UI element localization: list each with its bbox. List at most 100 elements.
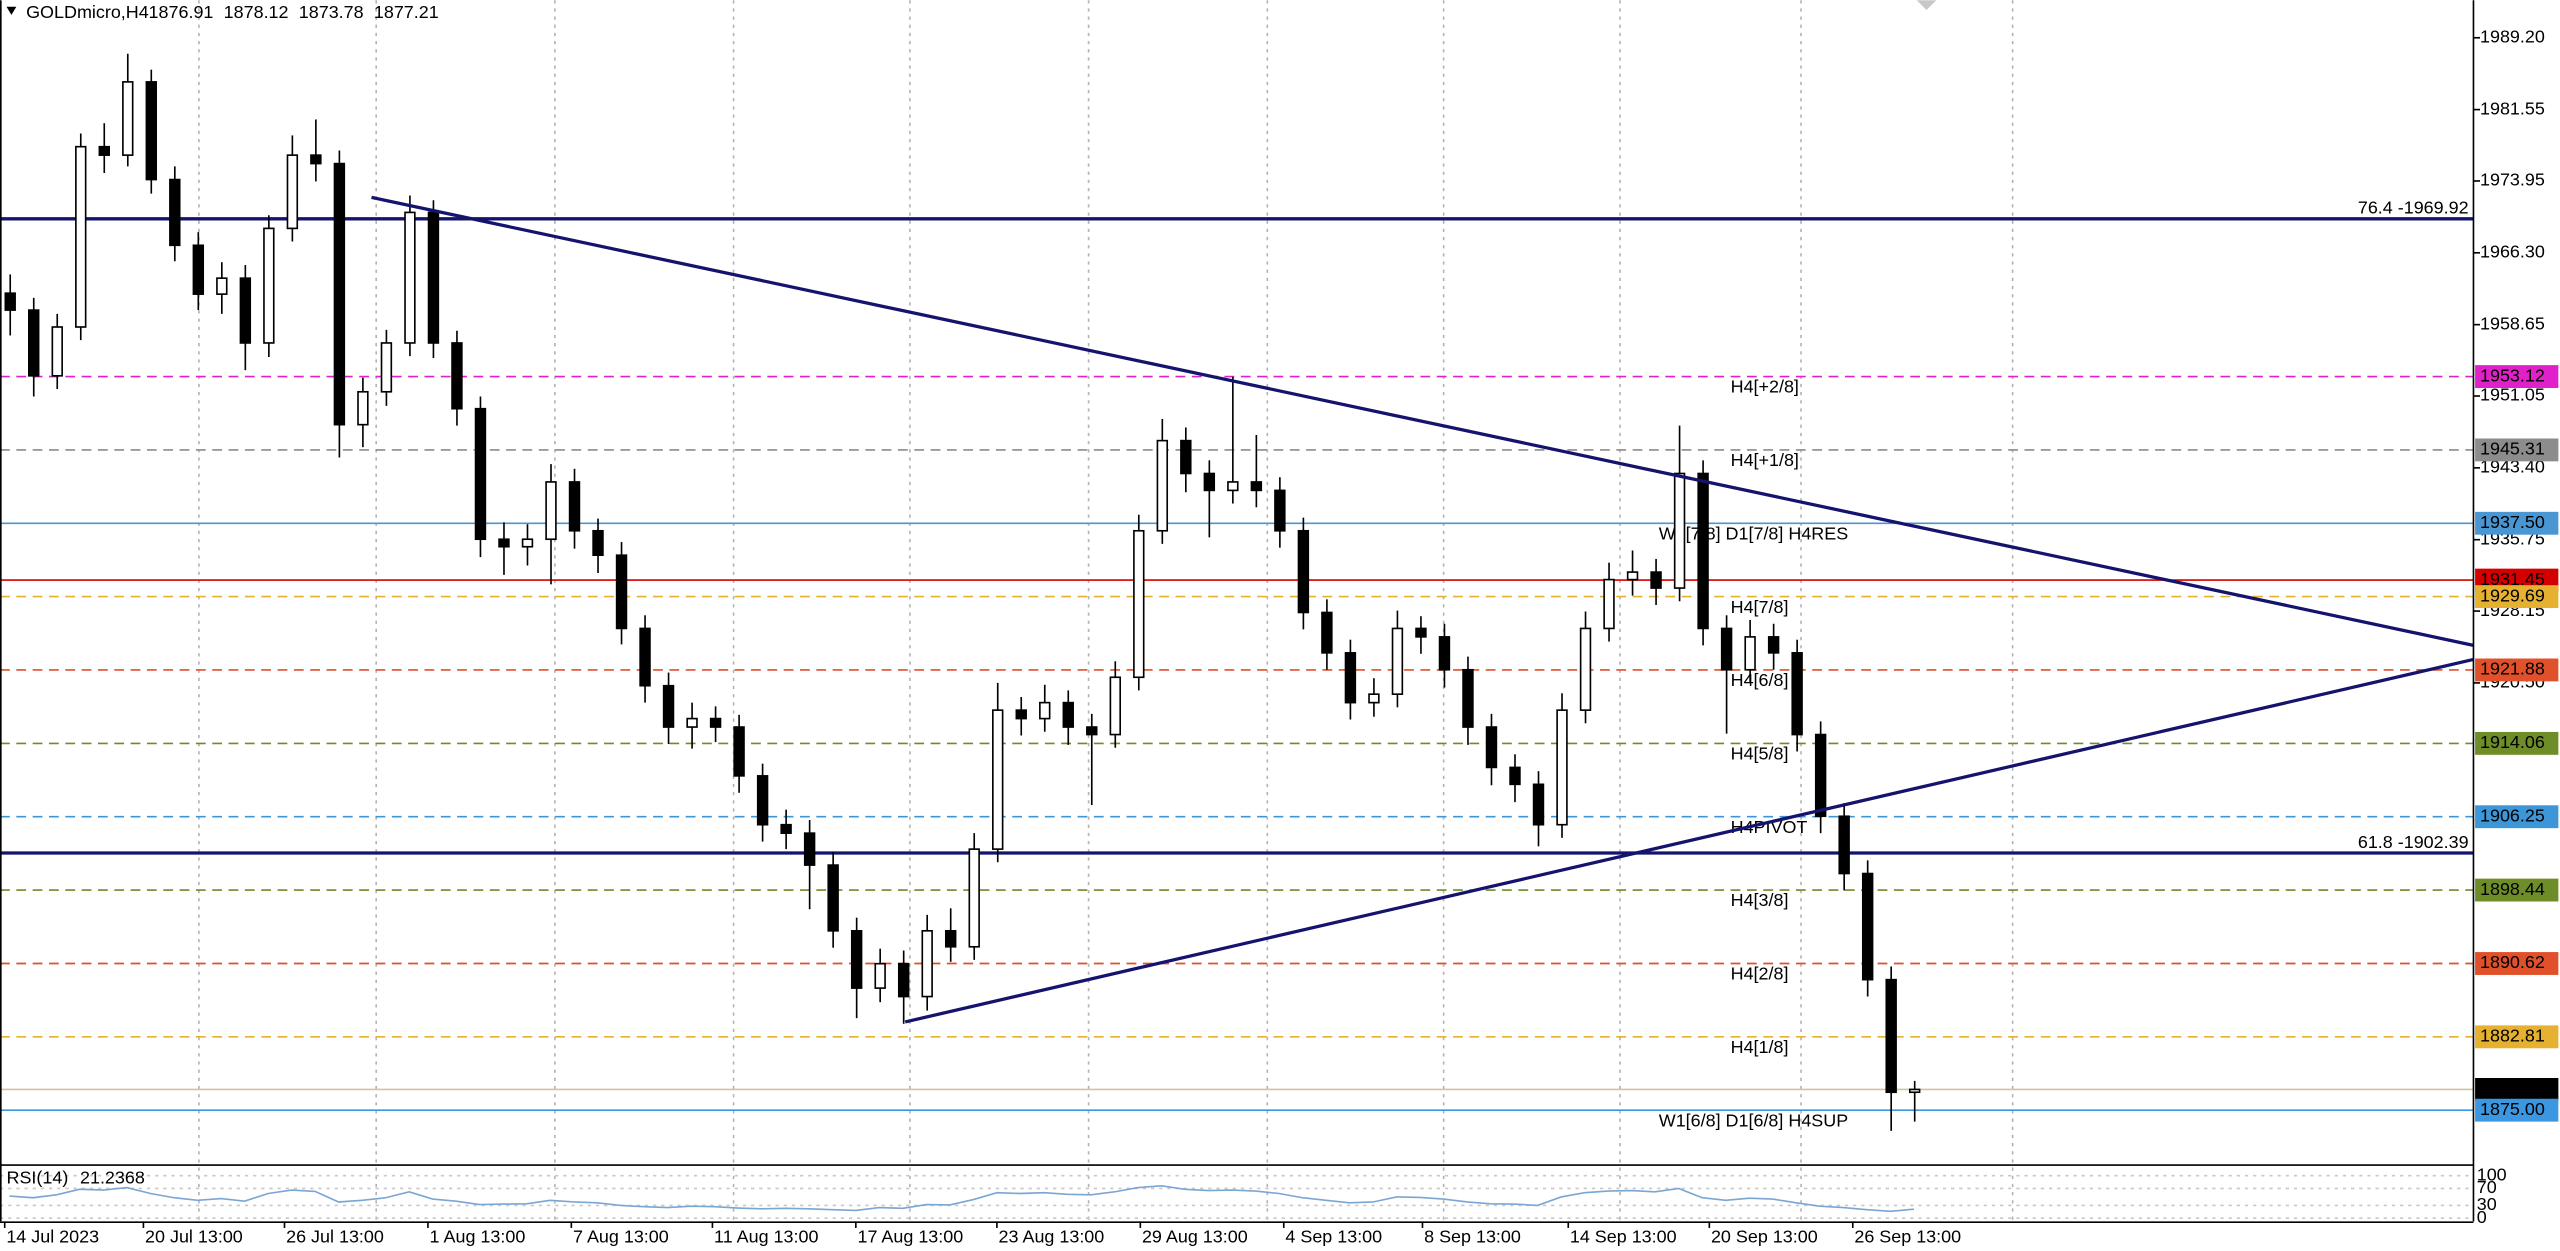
level-label: H4[6/8] [1731, 670, 1789, 690]
trend-line [371, 195, 2474, 647]
level-price-label: 1890.62 [2480, 952, 2545, 972]
candle-body [1838, 815, 1850, 875]
candle-body [1485, 726, 1498, 769]
level-label: H4[+2/8] [1731, 377, 1799, 397]
level-price-box [2475, 878, 2559, 902]
candle-body [1626, 571, 1639, 581]
candle-body [686, 717, 698, 728]
candle-body [756, 775, 769, 826]
level-price-label: 1882.81 [2480, 1026, 2545, 1046]
candle-body [568, 481, 581, 532]
candle-body [1321, 611, 1333, 654]
level-label: H4PIVOT [1731, 817, 1808, 837]
candle-body [1462, 668, 1474, 728]
candle-body [192, 244, 205, 295]
x-tick-label: 29 Aug 13:00 [1142, 1226, 1248, 1246]
rsi-tick-label: 0 [2477, 1207, 2487, 1227]
level-price-box [2475, 658, 2559, 682]
level-label: H4[3/8] [1731, 890, 1789, 910]
candle-body [1086, 726, 1098, 736]
candle-body [98, 145, 110, 156]
rsi-tick-label: 100 [2477, 1164, 2507, 1184]
candle-body [1368, 693, 1380, 704]
candle-body [286, 154, 299, 230]
candle-body [1250, 481, 1263, 492]
candle-body [263, 227, 275, 344]
candle-body [28, 309, 40, 377]
x-tick-label: 20 Jul 13:00 [145, 1226, 243, 1246]
candle-body [1791, 652, 1803, 736]
candle-body [850, 930, 863, 989]
level-price-box [2475, 1078, 2559, 1101]
candle-body [662, 684, 675, 728]
x-tick-label: 7 Aug 13:00 [573, 1226, 669, 1246]
candle-body [615, 554, 628, 630]
candle-body [404, 211, 416, 344]
level-price-label: 1877.21 [2480, 1078, 2545, 1098]
level-label: H4[5/8] [1731, 744, 1789, 764]
level-label: W1[7/8] D1[7/8] H4RES [1659, 523, 1848, 543]
candle-body [216, 277, 228, 295]
y-tick-label: 1966.30 [2480, 242, 2545, 262]
candle-body [51, 326, 63, 377]
level-price-label: 1937.50 [2480, 512, 2545, 532]
candle-body [1297, 529, 1310, 614]
candle-body [1650, 571, 1662, 589]
candle-body [1579, 627, 1592, 711]
candle-body [1861, 872, 1874, 981]
candle-body [474, 407, 487, 541]
level-price-box [2475, 365, 2559, 389]
x-tick-label: 20 Sep 13:00 [1711, 1226, 1818, 1246]
rsi-label: RSI(14) [7, 1168, 69, 1188]
rsi-line [9, 1185, 1915, 1213]
x-tick-label: 23 Aug 13:00 [999, 1226, 1105, 1246]
menu-triangle[interactable] [6, 6, 17, 15]
level-price-box [2475, 585, 2559, 609]
candle-body [1720, 627, 1733, 671]
candle-body [1039, 701, 1051, 720]
level-price-label: 1953.12 [2480, 365, 2545, 385]
candle-body [1180, 439, 1192, 475]
candle-body [498, 538, 510, 548]
candle-body [239, 277, 252, 344]
candle-body [169, 178, 181, 247]
candle-body [1697, 472, 1709, 630]
x-tick-label: 11 Aug 13:00 [714, 1226, 818, 1246]
symbol-label: GOLDmicro,H4 [26, 2, 149, 22]
candle-body [1908, 1088, 1921, 1094]
candle-body [1509, 766, 1521, 786]
level-label: H4[1/8] [1731, 1037, 1789, 1057]
y-tick-label: 1973.95 [2480, 170, 2545, 190]
shift-marker [1916, 0, 1937, 10]
y-tick-label: 1943.40 [2480, 457, 2545, 477]
level-label: H4[7/8] [1731, 597, 1789, 617]
trend-line [904, 657, 2474, 1024]
level-price-box [2475, 511, 2559, 535]
level-price-label: 1906.25 [2480, 805, 2545, 825]
level-price-box [2475, 952, 2559, 975]
candle-body [1438, 636, 1451, 671]
candle-body [357, 390, 369, 426]
level-price-label: 1945.31 [2480, 439, 2545, 459]
candle-body [1532, 783, 1545, 826]
candle-body [1415, 627, 1427, 638]
x-tick-label: 26 Jul 13:00 [286, 1226, 384, 1246]
candle-body [1885, 978, 1897, 1094]
rsi-tick-label: 70 [2477, 1177, 2497, 1197]
level-price-box [2475, 1025, 2559, 1049]
candle-body [803, 832, 816, 866]
x-tick-label: 1 Aug 13:00 [430, 1226, 526, 1246]
candle-body [1344, 652, 1357, 704]
x-tick-label: 14 Jul 2023 [6, 1226, 99, 1246]
low-value: 1873.78 [299, 2, 364, 22]
candle-body [1156, 439, 1169, 532]
axis-layer: 1989.20 1981.55 1973.95 1966.30 1958.65 1951.… [0, 26, 2559, 1246]
candles-layer [4, 53, 1921, 1131]
candle-body [4, 292, 16, 311]
level-label: 76.4 -1969.92 [2358, 198, 2469, 218]
trendlines-layer [371, 195, 2474, 1024]
x-tick-label: 4 Sep 13:00 [1285, 1226, 1382, 1246]
candle-body [944, 930, 957, 948]
